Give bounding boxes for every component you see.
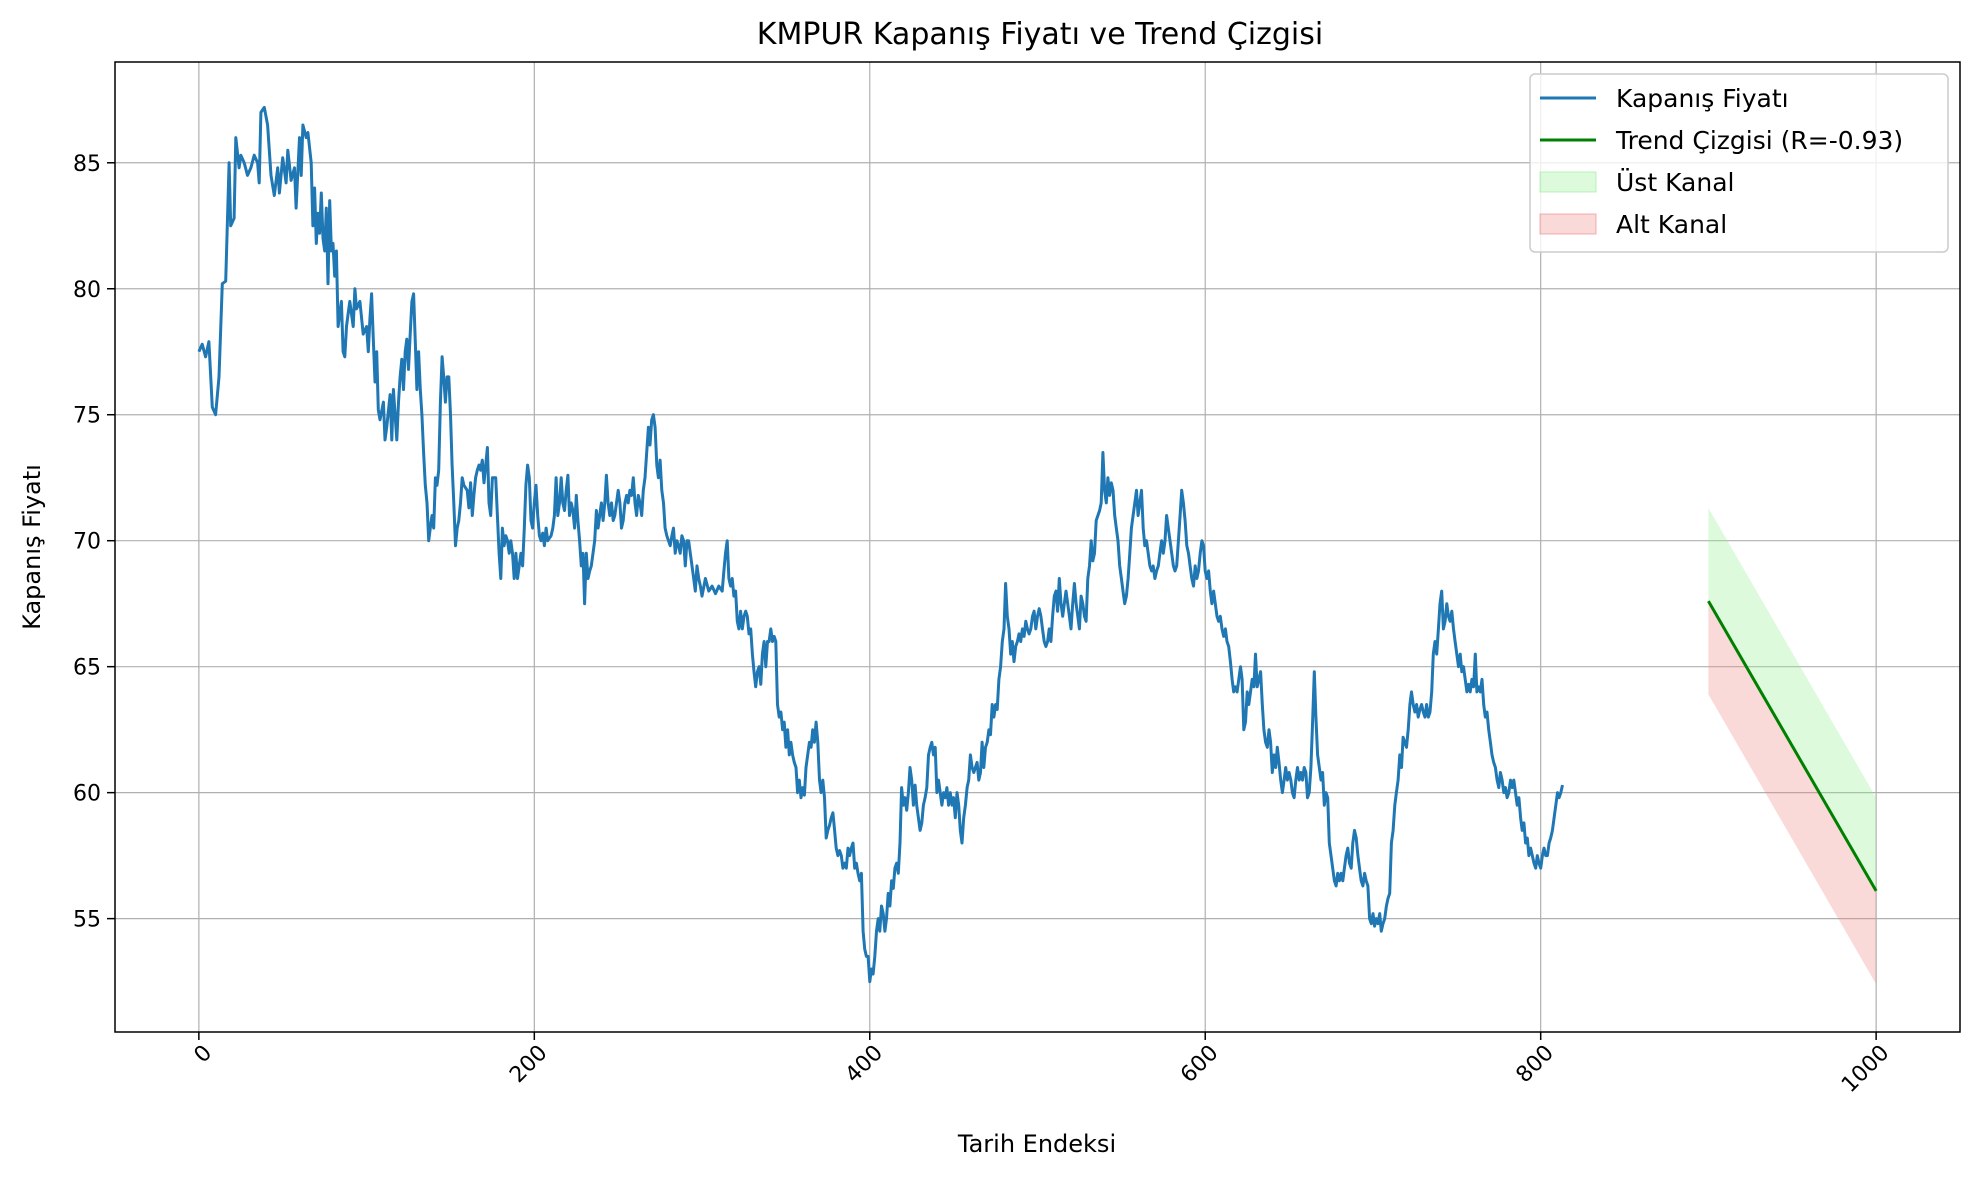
legend-swatch-3 (1539, 213, 1597, 235)
y-axis-label: Kapanış Fiyatı (18, 464, 46, 630)
legend-label-1: Trend Çizgisi (R=-0.93) (1615, 126, 1903, 155)
legend-label-2: Üst Kanal (1616, 168, 1734, 197)
legend-box (1529, 73, 1949, 253)
price-series-line (197, 105, 1564, 984)
legend-label-3: Alt Kanal (1616, 210, 1727, 239)
y-tick-label-1: 60 (73, 782, 101, 807)
legend-label-0: Kapanış Fiyatı (1616, 84, 1789, 113)
y-tick-label-6: 85 (73, 152, 101, 177)
y-tick-label-5: 80 (73, 278, 101, 303)
y-tick-label-4: 75 (73, 404, 101, 429)
chart-title: KMPUR Kapanış Fiyatı ve Trend Çizgisi (757, 17, 1323, 52)
legend-swatch-2 (1539, 171, 1597, 193)
y-tick-label-0: 55 (73, 908, 101, 933)
y-axis-ticks: 55 60 65 70 75 80 85 (73, 152, 115, 933)
trend-line (1707, 600, 1878, 892)
y-tick-label-2: 65 (73, 656, 101, 681)
lower-channel-band (1708, 601, 1877, 985)
channel-bands (1708, 507, 1877, 985)
plot-frame (114, 61, 1961, 1033)
y-tick-label-3: 70 (73, 530, 101, 555)
upper-channel-band (1708, 507, 1877, 891)
x-axis-label: Tarih Endeksi (957, 1130, 1116, 1158)
legend: Kapanış Fiyatı Trend Çizgisi (R=-0.93) Üst… (1529, 73, 1949, 253)
